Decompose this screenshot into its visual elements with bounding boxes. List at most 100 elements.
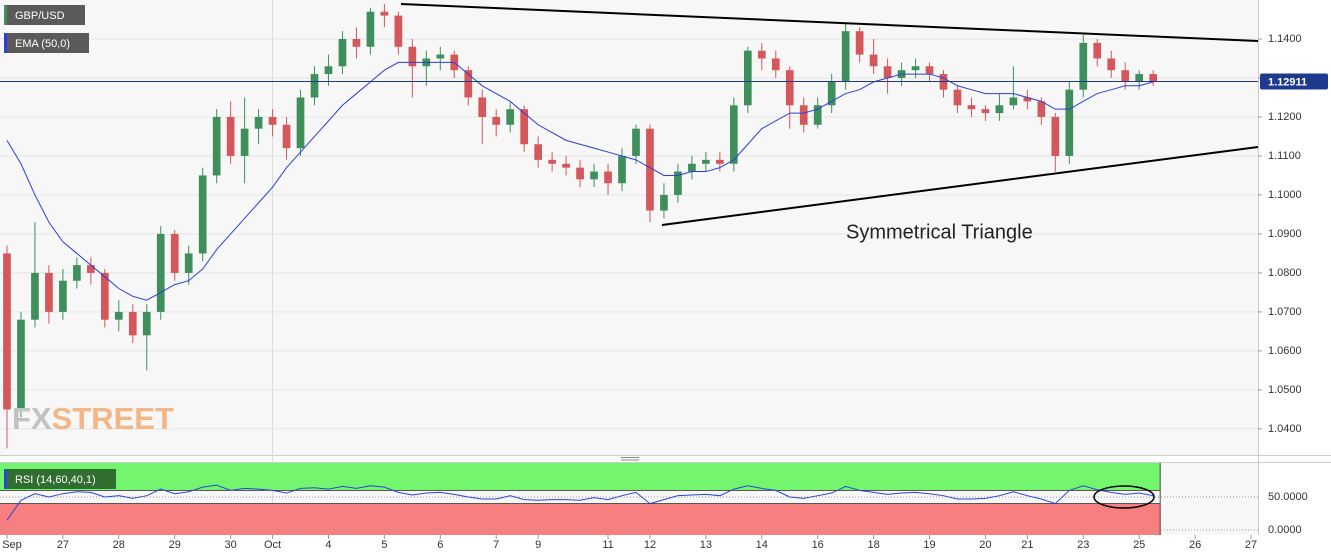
candle-body (1121, 70, 1130, 82)
candle-body (855, 31, 864, 55)
y-tick-label: 1.0900 (1268, 228, 1302, 240)
x-tick-label: 6 (437, 539, 443, 551)
x-tick-label: 29 (169, 539, 181, 551)
x-tick-label: 23 (1077, 539, 1089, 551)
x-tick-label: 7 (493, 539, 499, 551)
candle-body (394, 15, 403, 47)
legend-swatch (4, 5, 7, 25)
candle-body (73, 265, 81, 281)
candle-body (562, 163, 570, 168)
x-tick-label: 9 (535, 539, 541, 551)
candle-body (785, 70, 794, 106)
candle-body (729, 105, 738, 164)
x-tick-label: 4 (325, 539, 331, 551)
x-tick-label: Sep (2, 539, 22, 551)
legend-swatch (4, 33, 7, 53)
candle-body (660, 194, 668, 211)
candle-body (170, 233, 179, 273)
candle-body (520, 109, 529, 145)
candle-body (576, 167, 584, 180)
candle-body (240, 128, 249, 156)
x-tick-label: Oct (264, 539, 281, 551)
candle-body (1107, 58, 1116, 71)
candle-body (604, 171, 612, 184)
rsi-tick-label: 0.0000 (1268, 524, 1302, 536)
y-tick-label: 1.0600 (1268, 345, 1302, 357)
candle-body (1037, 101, 1046, 117)
x-tick-label: 20 (979, 539, 991, 551)
y-tick-label: 1.1000 (1268, 189, 1302, 201)
candle-body (883, 66, 892, 78)
candle-body (114, 311, 123, 320)
candle-body (31, 272, 39, 320)
candle-body (436, 54, 445, 59)
y-tick-label: 1.0700 (1268, 306, 1302, 318)
y-tick-label: 1.1400 (1268, 33, 1302, 45)
candle-body (632, 128, 640, 156)
candle-body (1079, 42, 1088, 90)
candle-body (799, 105, 808, 125)
x-tick-label: 26 (1189, 539, 1201, 551)
ema-line (6, 61, 1154, 301)
candle-body (981, 109, 990, 114)
y-tick-label: 1.0500 (1268, 384, 1302, 396)
candle-body (911, 66, 920, 71)
x-tick-label: 19 (923, 539, 935, 551)
candle-body (87, 265, 95, 273)
x-tick-label: 16 (812, 539, 824, 551)
rsi (0, 463, 1258, 535)
x-tick-label: 28 (113, 539, 125, 551)
candle-body (268, 116, 277, 125)
legend-swatch (4, 469, 7, 489)
y-tick-label: 1.0400 (1268, 423, 1302, 435)
candle-body (45, 272, 53, 312)
candle-body (1023, 97, 1032, 102)
trendline-lower (661, 146, 1259, 226)
trendline-upper (400, 3, 1259, 42)
candle-body (492, 116, 501, 125)
x-tick-label: 27 (1245, 539, 1257, 551)
logo-fx: FX (12, 401, 52, 436)
candle-body (324, 66, 333, 75)
annotation-ellipse (1093, 485, 1155, 509)
candle-body (1135, 74, 1144, 82)
candle-body (771, 58, 780, 71)
rsi-line (6, 484, 1154, 521)
candle-body (506, 109, 515, 125)
candle-body (408, 46, 417, 67)
annotation: Symmetrical Triangle (846, 221, 1033, 243)
candle-body (128, 311, 137, 336)
rsi-tick-label: 50.0000 (1268, 491, 1308, 503)
last-price-box (1260, 73, 1328, 90)
y-tick-label: 1.1200 (1268, 111, 1302, 123)
candle-body (590, 171, 598, 180)
candle-body (282, 124, 291, 149)
legend-box (4, 5, 85, 25)
legend-label: GBP/USD (15, 10, 65, 22)
candle-body (688, 163, 696, 172)
candle-body (380, 11, 389, 16)
candle-body (953, 89, 962, 106)
candle-body (716, 159, 724, 164)
candle-body (967, 105, 976, 110)
candle-body (296, 97, 305, 149)
candle-body (100, 272, 109, 320)
legend-label: EMA (50,0) (15, 38, 70, 50)
candle-body (757, 50, 766, 59)
candle-body (310, 74, 319, 98)
candle-body (674, 171, 682, 195)
legend-label: RSI (14,60,40,1) (15, 474, 96, 486)
candle-body (869, 54, 878, 67)
candle-body (548, 159, 556, 164)
candle-body (1051, 116, 1060, 156)
candle-body (827, 81, 836, 106)
candle-body (478, 97, 487, 117)
candle-body (338, 38, 347, 67)
logo-street: STREET (52, 401, 174, 436)
y-tick-label: 1.1100 (1268, 150, 1301, 162)
candle-body (841, 31, 850, 82)
x-tick-label: 14 (756, 539, 768, 551)
candle-body (534, 144, 542, 160)
candle-body (1009, 97, 1018, 106)
x-tick-label: 18 (867, 539, 879, 551)
